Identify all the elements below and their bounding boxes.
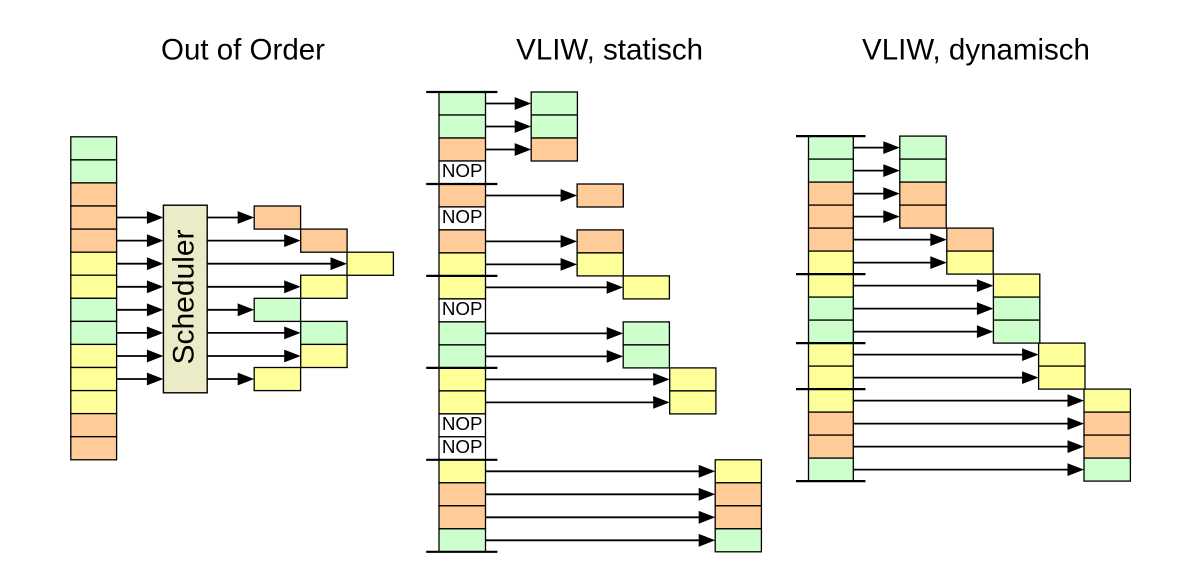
svg-text:NOP: NOP xyxy=(442,160,483,181)
svg-text:Scheduler: Scheduler xyxy=(167,229,200,364)
svg-text:NOP: NOP xyxy=(442,298,483,319)
svg-text:VLIW, dynamisch: VLIW, dynamisch xyxy=(862,34,1090,67)
svg-text:VLIW, statisch: VLIW, statisch xyxy=(516,34,703,67)
svg-text:NOP: NOP xyxy=(442,206,483,227)
svg-text:NOP: NOP xyxy=(442,413,483,434)
svg-text:Out of Order: Out of Order xyxy=(161,34,325,67)
svg-text:NOP: NOP xyxy=(442,436,483,457)
